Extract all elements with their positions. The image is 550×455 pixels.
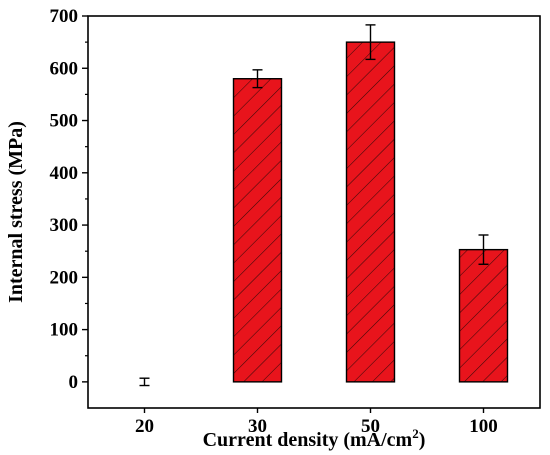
bar-30 (232, 78, 283, 383)
y-tick-label: 300 (50, 215, 79, 236)
x-tick-label: 30 (248, 416, 267, 437)
bar-100 (458, 248, 509, 383)
bar-hatch (345, 41, 396, 383)
x-tick-label: 100 (469, 416, 498, 437)
y-tick-label: 500 (50, 111, 79, 132)
bar-hatch (232, 78, 283, 383)
y-axis-title: Internal stress (MPa) (5, 121, 27, 303)
y-tick-label: 0 (69, 372, 79, 393)
bar-hatch (458, 248, 509, 383)
error-bar-100 (478, 234, 489, 265)
error-bar-20 (139, 377, 150, 387)
bars-group (232, 41, 509, 383)
y-tick-label: 700 (50, 6, 79, 27)
y-tick-label: 200 (50, 267, 79, 288)
plot-frame (87, 15, 541, 409)
y-tick-label: 600 (50, 58, 79, 79)
bar-50 (345, 41, 396, 383)
x-axis: 20 30 50 100 (135, 408, 498, 437)
x-axis-title-main: Current density (mA/cm (203, 429, 413, 451)
error-bar-30 (252, 69, 263, 89)
y-tick-label: 400 (50, 163, 79, 184)
x-tick-label: 20 (135, 416, 154, 437)
x-tick-label: 50 (361, 416, 380, 437)
y-tick-label: 100 (50, 320, 79, 341)
error-bar-50 (365, 24, 376, 61)
error-bars-group (139, 24, 489, 387)
x-axis-title: Current density (mA/cm2) (203, 426, 426, 451)
x-axis-title-sup: 2 (412, 426, 419, 441)
x-axis-title-end: ) (419, 429, 426, 451)
y-axis: 0 100 200 300 400 500 600 700 (50, 6, 88, 393)
